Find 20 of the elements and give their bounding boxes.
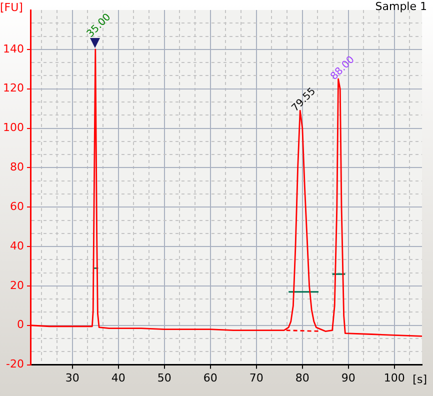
x-tick-label: 30 [65, 371, 80, 384]
y-tick-label: 0 [16, 318, 24, 332]
x-tick-label: 70 [249, 371, 264, 384]
y-tick-label: 100 [2, 121, 24, 134]
y-tick-label: 60 [10, 200, 24, 213]
x-tick-label: 50 [157, 371, 172, 384]
y-tick-label: 140 [2, 42, 24, 56]
y-axis-title: [FU] [0, 1, 23, 14]
y-tick-label: 20 [10, 278, 24, 292]
x-tick-label: 60 [203, 371, 218, 384]
x-tick-label: 90 [341, 371, 356, 384]
y-tick-label: -20 [6, 358, 24, 371]
x-axis-title: [s] [412, 373, 427, 386]
y-tick-label: 40 [10, 239, 24, 252]
x-tick-label: 100 [384, 371, 405, 384]
x-tick-label: 80 [295, 371, 310, 384]
y-tick-label: 120 [2, 82, 24, 95]
y-tick-label: 80 [10, 160, 24, 174]
chart-title: Sample 1 [375, 0, 427, 13]
x-tick-label: 40 [111, 371, 126, 384]
